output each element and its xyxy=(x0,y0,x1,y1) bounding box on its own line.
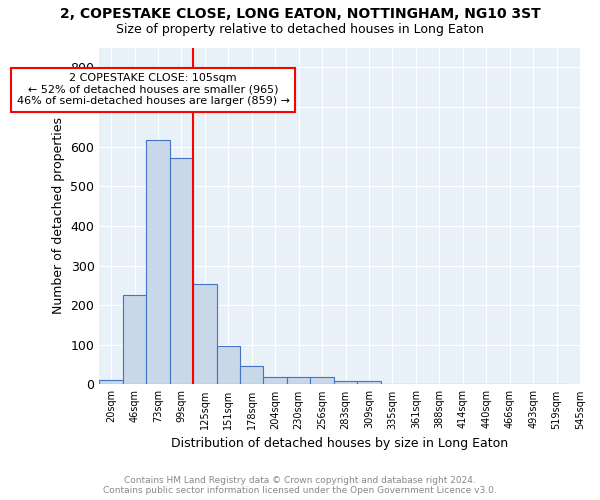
Bar xyxy=(170,158,193,384)
Bar xyxy=(146,140,170,384)
Bar xyxy=(357,382,380,384)
Bar xyxy=(240,366,263,384)
Bar xyxy=(263,376,287,384)
Bar xyxy=(123,295,146,384)
Text: 2, COPESTAKE CLOSE, LONG EATON, NOTTINGHAM, NG10 3ST: 2, COPESTAKE CLOSE, LONG EATON, NOTTINGH… xyxy=(59,8,541,22)
Bar xyxy=(310,378,334,384)
Text: 2 COPESTAKE CLOSE: 105sqm
← 52% of detached houses are smaller (965)
46% of semi: 2 COPESTAKE CLOSE: 105sqm ← 52% of detac… xyxy=(17,74,290,106)
Bar xyxy=(217,346,240,385)
Bar xyxy=(334,382,357,384)
Bar xyxy=(100,380,123,384)
Text: Size of property relative to detached houses in Long Eaton: Size of property relative to detached ho… xyxy=(116,22,484,36)
Text: Contains HM Land Registry data © Crown copyright and database right 2024.
Contai: Contains HM Land Registry data © Crown c… xyxy=(103,476,497,495)
Bar xyxy=(193,284,217,384)
Y-axis label: Number of detached properties: Number of detached properties xyxy=(52,118,65,314)
Bar xyxy=(287,376,310,384)
X-axis label: Distribution of detached houses by size in Long Eaton: Distribution of detached houses by size … xyxy=(171,437,508,450)
